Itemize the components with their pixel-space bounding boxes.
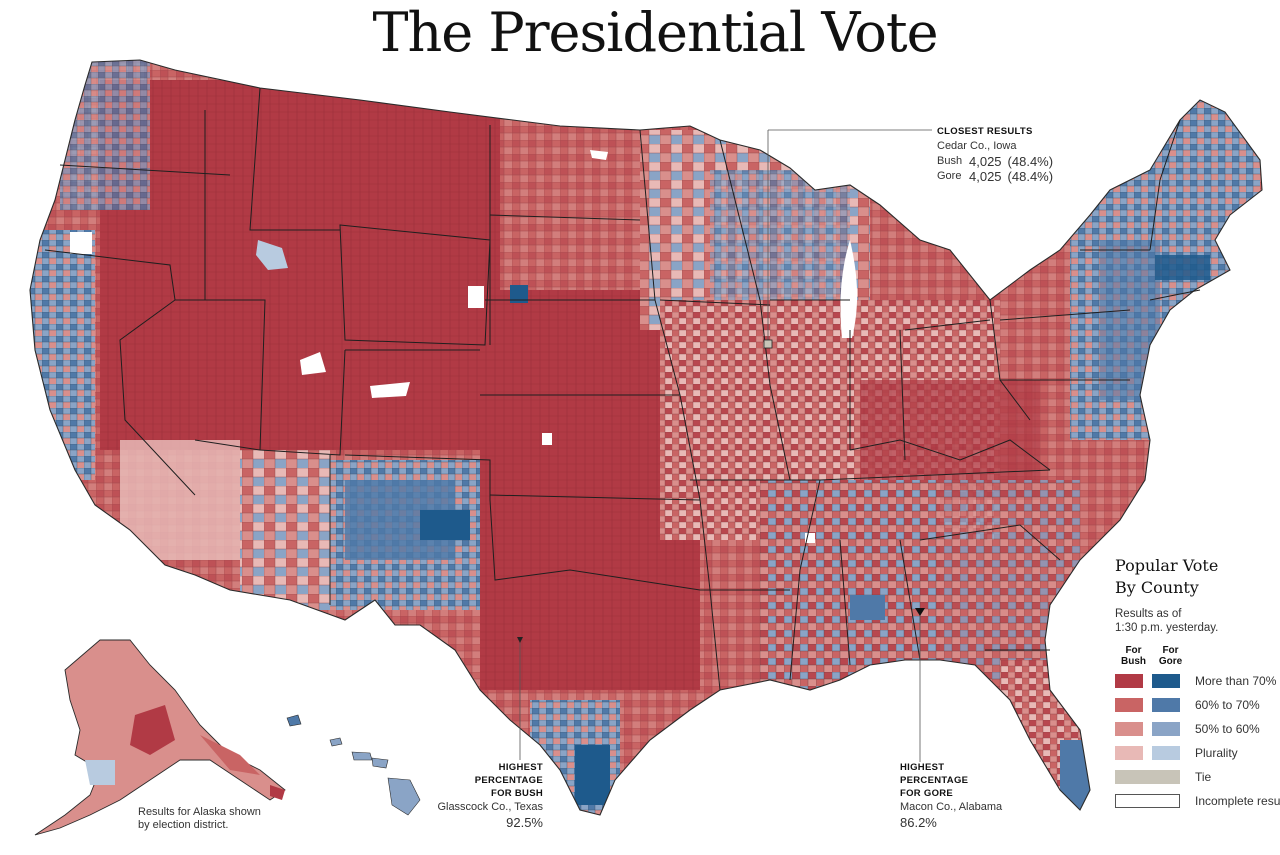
legend-label-plurality: Plurality xyxy=(1195,746,1238,760)
legend-col-gore-line1: For xyxy=(1162,645,1179,656)
swatch-bush-50 xyxy=(1115,722,1143,736)
closest-results-annotation: CLOSEST RESULTS Cedar Co., Iowa Bush 4,0… xyxy=(937,125,1053,183)
swatch-tie xyxy=(1115,770,1180,784)
swatch-incomplete xyxy=(1115,794,1180,808)
swatch-gore-50 xyxy=(1152,722,1180,736)
legend-title-line2: By County xyxy=(1115,578,1199,597)
bush-high-line1: HIGHEST xyxy=(498,762,543,773)
gore-high-line3: FOR GORE xyxy=(900,788,954,799)
swatch-bush-60 xyxy=(1115,698,1143,712)
gore-high-county: Macon Co., Alabama xyxy=(900,801,1003,813)
bush-high-line3: FOR BUSH xyxy=(490,788,543,799)
closest-results-heading: CLOSEST RESULTS xyxy=(937,126,1033,137)
gore-high-line1: HIGHEST xyxy=(900,762,945,773)
swatch-bush-plurality xyxy=(1115,746,1143,760)
map-legend: Popular Vote By County Results as of 1:3… xyxy=(1115,555,1280,823)
legend-col-gore: For Gore xyxy=(1152,645,1189,667)
legend-subtitle-line1: Results as of xyxy=(1115,608,1182,620)
bush-highest-annotation: HIGHEST PERCENTAGE FOR BUSH Glasscock Co… xyxy=(430,761,543,829)
bush-high-county-marker xyxy=(517,637,523,643)
legend-row-60: 60% to 70% xyxy=(1115,697,1260,713)
swatch-gore-70 xyxy=(1152,674,1180,688)
swatch-gore-plurality xyxy=(1152,746,1180,760)
legend-col-bush: For Bush xyxy=(1115,645,1152,667)
map-title: The Presidential Vote xyxy=(372,1,938,64)
closest-bush-pct: (48.4%) xyxy=(1007,154,1054,169)
gore-high-county-marker xyxy=(915,608,925,616)
swatch-bush-70 xyxy=(1115,674,1143,688)
bush-high-line2: PERCENTAGE xyxy=(474,775,543,786)
state-borders xyxy=(44,87,1201,691)
swatch-gore-60 xyxy=(1152,698,1180,712)
legend-label-tie: Tie xyxy=(1195,770,1212,784)
legend-label-incomplete: Incomplete results xyxy=(1195,794,1280,808)
legend-row-tie: Tie xyxy=(1115,769,1211,785)
legend-col-bush-line2: Bush xyxy=(1121,656,1146,667)
legend-row-50: 50% to 60% xyxy=(1115,721,1260,737)
bush-high-county: Glasscock Co., Texas xyxy=(437,801,543,813)
legend-row-plurality: Plurality xyxy=(1115,745,1238,761)
annotation-lines xyxy=(519,129,932,762)
alaska-note-line1: Results for Alaska shown xyxy=(138,806,261,818)
closest-gore-pct: (48.4%) xyxy=(1007,169,1054,184)
gore-high-line2: PERCENTAGE xyxy=(900,775,969,786)
legend-col-bush-line1: For xyxy=(1125,645,1142,656)
closest-bush-value: 4,025 xyxy=(969,154,1002,169)
closest-gore-value: 4,025 xyxy=(969,169,1002,184)
bush-high-pct: 92.5% xyxy=(506,815,543,830)
legend-title-line1: Popular Vote xyxy=(1115,556,1219,575)
us-outline xyxy=(29,59,1263,816)
legend-subtitle: Results as of 1:30 p.m. yesterday. xyxy=(1115,607,1280,635)
legend-row-incomplete: Incomplete results xyxy=(1115,793,1280,809)
gore-high-pct: 86.2% xyxy=(900,815,937,830)
closest-bush-label: Bush xyxy=(937,155,963,167)
hawaii xyxy=(286,714,421,816)
legend-label-60: 60% to 70% xyxy=(1195,698,1260,712)
alaska-note: Results for Alaska shown by election dis… xyxy=(138,806,261,832)
alaska xyxy=(34,639,286,836)
closest-results-county: Cedar Co., Iowa xyxy=(937,140,1017,152)
closest-result-county xyxy=(763,339,773,349)
legend-row-70: More than 70% xyxy=(1115,673,1276,689)
legend-column-headers: For Bush For Gore xyxy=(1115,645,1280,667)
legend-label-70: More than 70% xyxy=(1195,674,1277,688)
legend-subtitle-line2: 1:30 p.m. yesterday. xyxy=(1115,622,1219,634)
legend-col-gore-line2: Gore xyxy=(1158,656,1183,667)
closest-gore-label: Gore xyxy=(937,170,962,182)
alaska-note-line2: by election district. xyxy=(138,819,229,831)
legend-label-50: 50% to 60% xyxy=(1195,722,1260,736)
gore-highest-annotation: HIGHEST PERCENTAGE FOR GORE Macon Co., A… xyxy=(900,761,1030,829)
